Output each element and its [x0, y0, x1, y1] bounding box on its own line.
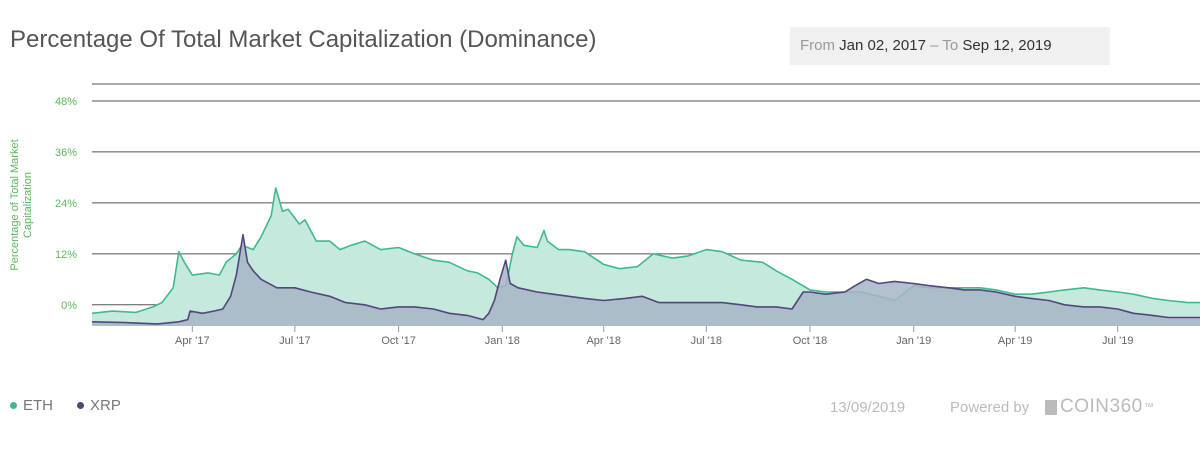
coin360-logo-icon [1045, 399, 1057, 415]
y-tick-label: 36% [55, 147, 77, 159]
date-range-selector[interactable]: From Jan 02, 2017 – To Sep 12, 2019 [790, 27, 1110, 65]
x-tick-label: Oct '17 [381, 335, 416, 347]
legend-eth-label: ETH [23, 397, 53, 414]
x-tick-label: Apr '19 [998, 335, 1033, 347]
legend: ETH XRP [10, 397, 121, 414]
y-tick-label: 0% [61, 300, 77, 312]
xrp-area [92, 234, 1200, 326]
legend-xrp-label: XRP [90, 397, 121, 414]
legend-xrp-dot-icon [77, 402, 84, 409]
x-tick-label: Apr '17 [175, 335, 210, 347]
coin360-logo[interactable]: COIN360 ™ [1045, 396, 1154, 418]
x-tick-label: Jul '18 [691, 335, 722, 347]
x-tick-label: Jan '18 [485, 335, 520, 347]
dominance-area-chart: 0% 12% 24% 36% 48% Apr '17 Jul '17 Oct '17 Jan … [9, 83, 1200, 347]
x-tick-label: Jul '19 [1102, 335, 1133, 347]
footer-date: 13/09/2019 [830, 399, 906, 416]
eth-line[interactable] [91, 187, 1200, 315]
to-date[interactable]: Sep 12, 2019 [962, 37, 1052, 54]
legend-eth-dot-icon [10, 402, 17, 409]
from-label: From [800, 37, 835, 54]
series-areas [91, 187, 1200, 326]
y-tick-label: 24% [55, 198, 77, 210]
powered-by-label: Powered by [950, 399, 1030, 416]
logo-text: COIN360 [1060, 396, 1143, 417]
x-tick-label: Apr '18 [586, 335, 621, 347]
range-separator: – [930, 37, 939, 54]
legend-item-eth[interactable]: ETH [10, 397, 53, 414]
x-tick-label: Jan '19 [896, 335, 931, 347]
y-axis-ticks: 0% 12% 24% 36% 48% [55, 96, 77, 312]
chart-title: Percentage Of Total Market Capitalizatio… [10, 26, 597, 53]
legend-item-xrp[interactable]: XRP [77, 397, 121, 414]
y-axis-label: Percentage of Total MarketCapitalization [9, 139, 34, 270]
to-label: To [942, 37, 959, 54]
xrp-line[interactable] [91, 233, 1200, 325]
x-tick-label: Oct '18 [793, 335, 828, 347]
x-axis-ticks: Apr '17 Jul '17 Oct '17 Jan '18 Apr '18 Jul '… [175, 326, 1133, 347]
logo-trademark: ™ [1143, 401, 1155, 413]
x-tick-label: Jul '17 [279, 335, 310, 347]
y-tick-label: 48% [55, 96, 77, 108]
y-tick-label: 12% [55, 249, 77, 261]
from-date[interactable]: Jan 02, 2017 [839, 37, 926, 54]
